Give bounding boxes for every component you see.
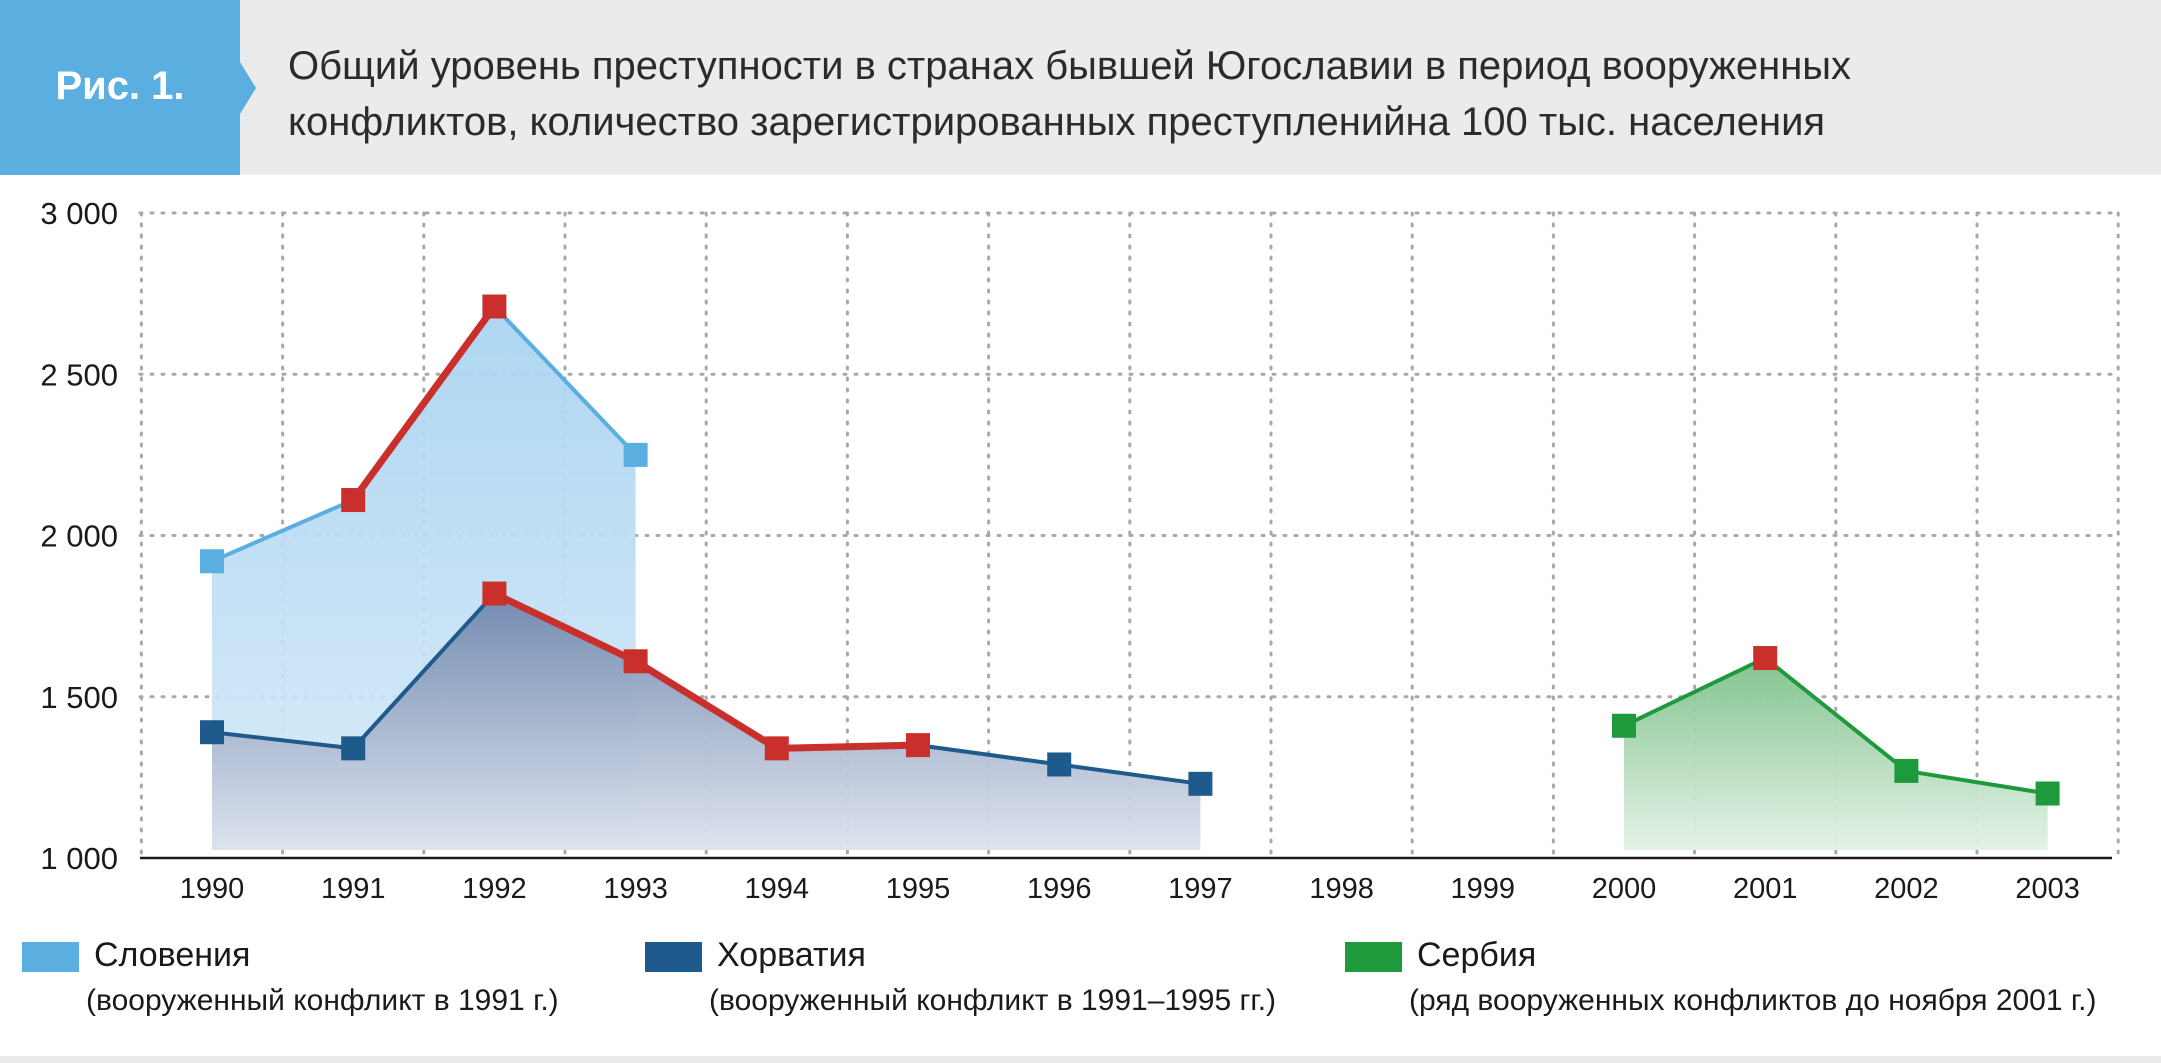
x-tick-label: 1994 <box>745 873 810 905</box>
x-tick-label: 1999 <box>1451 873 1516 905</box>
line-segment-croatia <box>490 590 640 665</box>
line-segment-slovenia <box>492 304 638 457</box>
legend-note: (вооруженный конфликт в 1991 г.) <box>86 984 559 1017</box>
chart-title: Общий уровень преступности в странах быв… <box>288 38 2128 150</box>
line-segment-slovenia <box>349 303 498 504</box>
x-tick-label: 1992 <box>462 873 527 905</box>
y-tick-label: 2 500 <box>40 357 118 392</box>
data-point-serbia <box>2035 781 2060 806</box>
chart-title-line-2: конфликтов, количество зарегистрированны… <box>288 100 1826 144</box>
data-point-croatia <box>764 736 789 761</box>
legend-swatch-croatia <box>645 942 702 972</box>
area-serbia <box>1624 658 2048 850</box>
y-tick-label: 1 000 <box>40 841 118 876</box>
data-point-serbia <box>1894 758 1919 783</box>
line-segment-serbia <box>1763 656 1909 773</box>
legend-swatch-serbia <box>1345 942 1402 972</box>
legend-label: Сербия <box>1417 936 1537 974</box>
figure-header <box>0 0 2161 175</box>
data-point-croatia <box>482 581 507 606</box>
data-point-serbia <box>1753 646 1778 671</box>
chart-title-line-1: Общий уровень преступности в странах быв… <box>288 44 1852 88</box>
legend-swatch-slovenia <box>22 942 79 972</box>
data-point-croatia <box>200 720 224 745</box>
legend-note: (ряд вооруженных конфликтов до ноября 20… <box>1409 984 2097 1017</box>
line-segment-croatia <box>773 741 922 752</box>
figure-label-arrow-icon <box>240 62 256 114</box>
y-tick-label: 3 000 <box>40 196 118 231</box>
x-tick-label: 1995 <box>886 873 951 905</box>
y-tick-label: 1 500 <box>40 680 118 715</box>
line-segment-croatia <box>210 730 356 751</box>
chart-plot: 1 000 1 500 2 000 2 500 3 000 1990 1991 1992 199… <box>40 196 2120 905</box>
x-tick-label: 2003 <box>2015 873 2080 905</box>
data-point-croatia <box>1188 771 1213 796</box>
line-segment-croatia <box>632 657 781 752</box>
x-tick-label: 1996 <box>1027 873 1092 905</box>
x-tick-label: 1990 <box>180 873 245 905</box>
line-segment-slovenia <box>210 498 356 564</box>
x-tick-label: 1993 <box>603 873 668 905</box>
data-point-croatia <box>623 649 648 674</box>
data-point-croatia <box>341 736 366 761</box>
line-segment-croatia <box>1057 762 1203 786</box>
line-segment-serbia <box>1904 768 2050 796</box>
line-segment-croatia <box>351 591 497 751</box>
x-tick-label: 2002 <box>1874 873 1939 905</box>
data-point-croatia <box>906 733 930 758</box>
legend-note: (вооруженный конфликт в 1991–1995 гг.) <box>709 984 1277 1017</box>
area-croatia <box>212 593 1201 850</box>
line-segment-croatia <box>916 743 1062 767</box>
line-segment-serbia <box>1622 656 1768 728</box>
legend-label: Словения <box>94 936 251 974</box>
data-point-slovenia <box>341 488 366 513</box>
figure-label: Рис. 1. <box>55 64 185 108</box>
bottom-divider <box>0 1056 2161 1063</box>
x-tick-label: 1997 <box>1168 873 1233 905</box>
data-point-slovenia <box>200 549 224 574</box>
data-point-slovenia <box>482 294 507 319</box>
x-tick-label: 2001 <box>1733 873 1798 905</box>
x-tick-label: 1991 <box>321 873 386 905</box>
figure-label-badge: Рис. 1. <box>0 0 240 175</box>
data-point-croatia <box>1047 752 1072 777</box>
x-tick-label: 2000 <box>1592 873 1657 905</box>
data-point-slovenia <box>623 442 648 467</box>
x-tick-label: 1998 <box>1309 873 1374 905</box>
data-point-serbia <box>1612 713 1636 738</box>
legend-label: Хорватия <box>717 936 866 974</box>
y-tick-label: 2 000 <box>40 519 118 554</box>
